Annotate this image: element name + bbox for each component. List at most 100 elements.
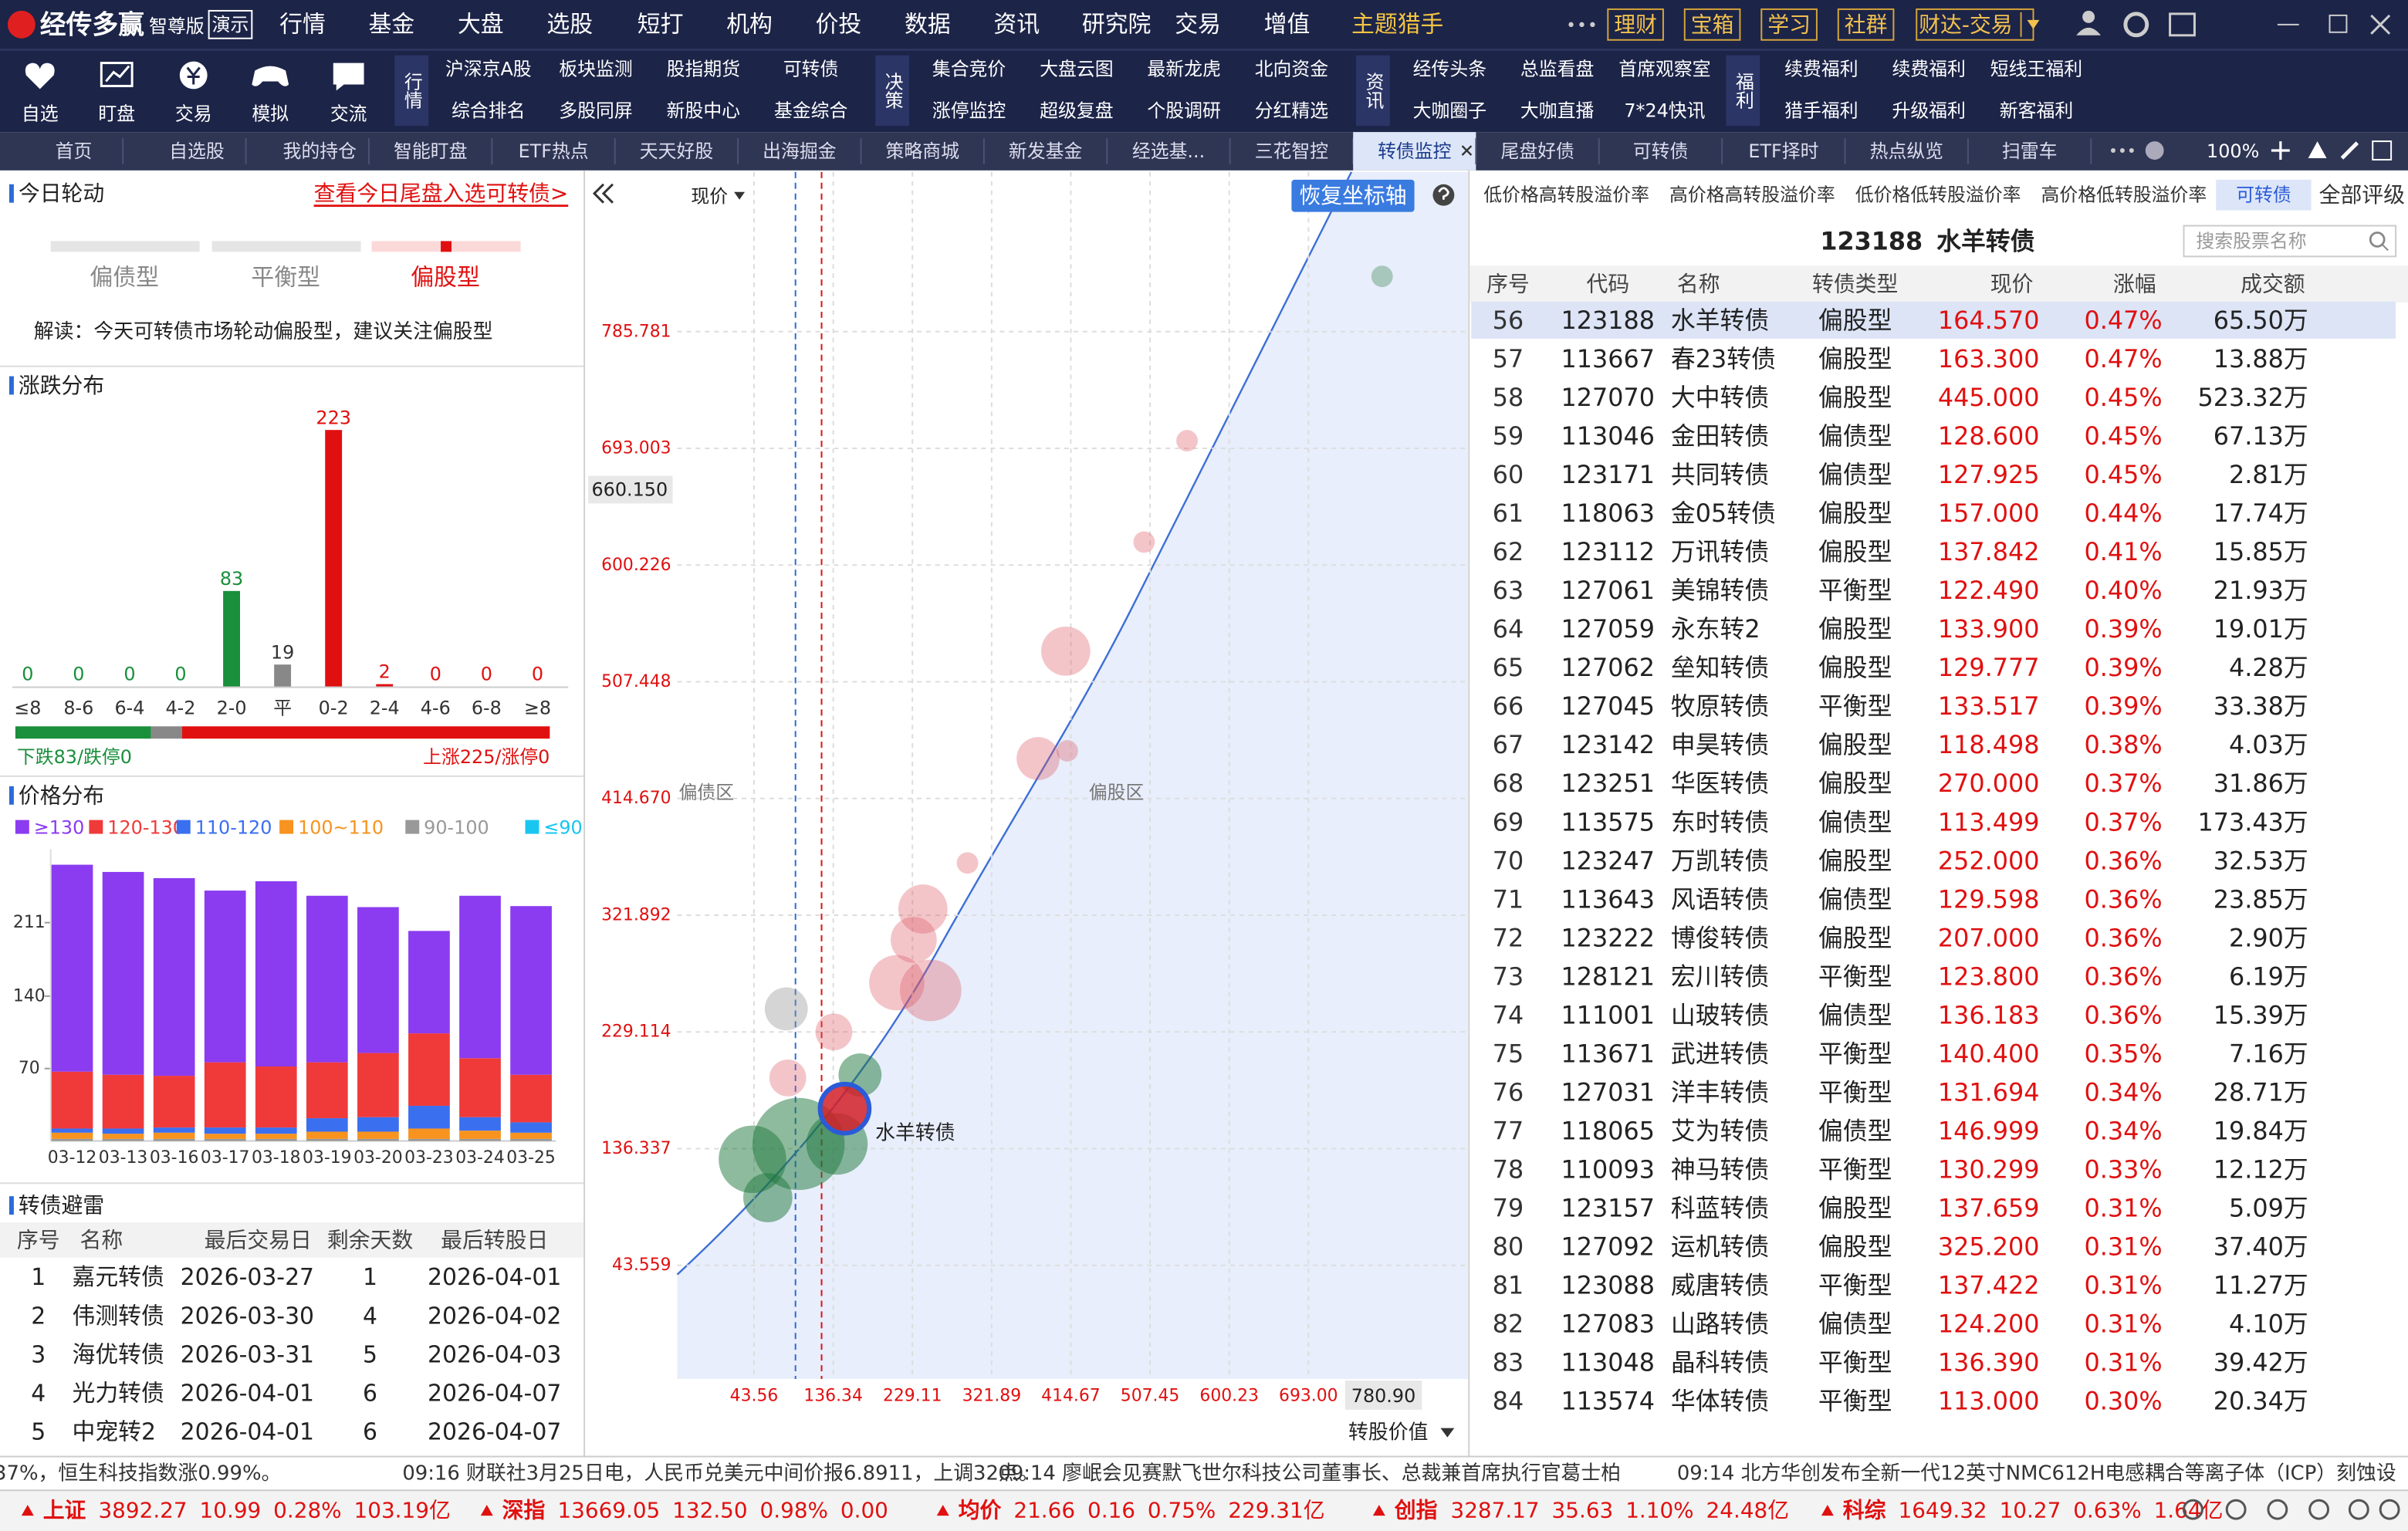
table-cell[interactable]: 博俊转债 — [1671, 923, 1769, 952]
menu-item[interactable]: 机构 — [726, 11, 773, 38]
bubble[interactable] — [891, 917, 937, 963]
tab[interactable]: 转债监控 — [1378, 140, 1451, 162]
toolbar-button[interactable]: 交流 — [330, 103, 367, 124]
table-cell[interactable]: 晶科转债 — [1671, 1348, 1769, 1377]
table-cell[interactable]: 神马转债 — [1671, 1155, 1769, 1185]
filter-tab[interactable]: 低价格高转股溢价率 — [1483, 184, 1649, 206]
tab[interactable]: 新发基金 — [1009, 140, 1083, 162]
menu-item[interactable]: 大盘 — [458, 11, 504, 38]
collapse-icon[interactable] — [592, 183, 614, 204]
menu-item[interactable]: 短打 — [638, 11, 684, 38]
toolbar-link[interactable]: 综合排名 — [452, 100, 525, 121]
table-cell[interactable]: 洋丰转债 — [1671, 1077, 1769, 1107]
toolbar-link[interactable]: 超级复盘 — [1040, 100, 1113, 121]
bubble[interactable] — [899, 959, 962, 1022]
toolbar-link[interactable]: 续费福利 — [1784, 59, 1858, 80]
toolbar-link[interactable]: 总监看盘 — [1520, 59, 1594, 80]
toolbar-link[interactable]: 基金综合 — [774, 100, 848, 121]
tab[interactable]: 经选基... — [1132, 140, 1205, 162]
table-cell[interactable]: 金05转债 — [1671, 499, 1776, 528]
menu-item[interactable]: 选股 — [546, 11, 593, 38]
menu-item[interactable]: 资讯 — [993, 11, 1040, 38]
toolbar-link[interactable]: 分红精选 — [1255, 100, 1329, 121]
table-cell[interactable]: 艾为转债 — [1671, 1116, 1769, 1145]
menu-item[interactable]: 增值 — [1264, 11, 1311, 38]
rotation-link[interactable]: 查看今日尾盘入选可转债> — [314, 181, 569, 206]
toolbar-link[interactable]: 涨停监控 — [932, 100, 1006, 121]
bubble[interactable] — [1371, 265, 1393, 288]
tab[interactable]: 热点纵览 — [1870, 140, 1943, 162]
table-cell[interactable]: 万凯转债 — [1671, 846, 1769, 875]
filter-tab[interactable]: 全部评级 — [2319, 182, 2405, 208]
status-icon[interactable] — [2225, 1499, 2247, 1520]
table-header-cell[interactable]: 涨幅 — [2113, 272, 2156, 297]
status-icon[interactable] — [2308, 1499, 2330, 1520]
table-cell[interactable]: 科蓝转债 — [1671, 1194, 1769, 1223]
news-item[interactable]: 09:14 廖岷会见赛默飞世尔科技公司董事长、总裁兼首席执行官葛士柏 — [998, 1462, 1621, 1485]
news-item[interactable]: 09:14 北方华创发布全新一代12英寸NMC612H电感耦合等离子体（ICP）… — [1677, 1462, 2396, 1485]
header-button-label[interactable]: 学习 — [1767, 12, 1811, 37]
header-button-label[interactable]: 社群 — [1845, 12, 1888, 37]
table-cell[interactable]: 宏川转债 — [1671, 962, 1769, 991]
tab-close[interactable] — [1461, 145, 1473, 156]
toolbar-button[interactable]: 交易 — [175, 103, 212, 124]
bubble[interactable] — [1176, 430, 1198, 452]
header-button-label[interactable]: 财达-交易 — [1919, 12, 2012, 37]
toolbar-link[interactable]: 大咖圈子 — [1413, 100, 1486, 121]
table-cell[interactable]: 万讯转债 — [1671, 537, 1769, 566]
menu-item[interactable]: 价投 — [816, 11, 862, 38]
zoom-in[interactable] — [2271, 141, 2290, 160]
table-header-cell[interactable]: 名称 — [1677, 272, 1720, 297]
table-cell[interactable]: 武进转债 — [1671, 1039, 1769, 1068]
table-cell[interactable]: 春23转债 — [1671, 344, 1776, 373]
toolbar-link[interactable]: 新股中心 — [667, 100, 741, 121]
table-cell[interactable]: 申昊转债 — [1671, 730, 1769, 759]
table-cell[interactable]: 水羊转债 — [1671, 306, 1769, 335]
status-icon[interactable] — [2348, 1499, 2369, 1520]
x-axis-label[interactable]: 转股价值 — [1348, 1421, 1428, 1445]
toolbar-button[interactable]: 盯盘 — [98, 103, 135, 124]
menu-item[interactable]: 交易 — [1175, 11, 1221, 38]
tab[interactable]: 策略商城 — [886, 140, 960, 162]
bubble[interactable] — [1016, 737, 1060, 780]
tab[interactable]: 三花智控 — [1255, 140, 1328, 162]
toolbar-link[interactable]: 板块监测 — [559, 59, 632, 80]
filter-tab[interactable]: 低价格低转股溢价率 — [1855, 184, 2021, 206]
toolbar-link[interactable]: 集合竞价 — [932, 59, 1006, 80]
tab[interactable]: ETF择时 — [1748, 140, 1818, 162]
zoom-out[interactable] — [2145, 141, 2164, 160]
toolbar-link[interactable]: 多股同屏 — [559, 100, 632, 121]
table-cell[interactable]: 永东转2 — [1671, 614, 1760, 644]
bubble[interactable] — [815, 1013, 853, 1051]
menu-item[interactable]: 数据 — [905, 11, 951, 38]
toolbar-link[interactable]: 北向资金 — [1255, 59, 1329, 80]
help-icon[interactable] — [1432, 184, 1455, 206]
table-cell[interactable]: 大中转债 — [1671, 383, 1769, 412]
table-cell[interactable]: 威唐转债 — [1671, 1271, 1769, 1300]
tab[interactable]: 我的持仓 — [283, 140, 357, 162]
news-item[interactable]: 09:16 财联社3月25日电，人民币兑美元中间价报6.8911，上调32点。 — [402, 1462, 1038, 1485]
toolbar-link[interactable]: 猎手福利 — [1784, 100, 1858, 121]
menu-item[interactable]: 基金 — [369, 11, 415, 38]
toolbar-button[interactable]: 自选 — [22, 103, 59, 124]
toolbar-link[interactable]: 新客福利 — [2000, 100, 2073, 121]
toolbar-link[interactable]: 个股调研 — [1147, 100, 1220, 121]
bubble[interactable] — [743, 1173, 793, 1222]
tab[interactable]: ETF热点 — [519, 140, 589, 162]
bubble[interactable] — [1133, 531, 1155, 553]
toolbar-link[interactable]: 股指期货 — [667, 59, 740, 80]
news-item[interactable]: 37%，恒生科技指数涨0.99%。 — [0, 1462, 281, 1485]
table-cell[interactable]: 美锦转债 — [1671, 576, 1769, 605]
table-cell[interactable]: 金田转债 — [1671, 421, 1769, 451]
toolbar-link[interactable]: 经传头条 — [1413, 59, 1486, 80]
table-header-cell[interactable]: 代码 — [1586, 272, 1629, 297]
highlight-bubble[interactable] — [817, 1081, 872, 1136]
toolbar-link[interactable]: 沪深京A股 — [445, 59, 532, 80]
toolbar-link[interactable]: 首席观察室 — [1618, 59, 1710, 80]
toolbar-link[interactable]: 续费福利 — [1892, 59, 1965, 80]
header-button-label[interactable]: 理财 — [1614, 12, 1657, 37]
table-cell[interactable]: 华体转债 — [1671, 1387, 1769, 1416]
toolbar-link[interactable]: 7*24快讯 — [1624, 100, 1705, 121]
toolbar-link[interactable]: 大咖直播 — [1520, 100, 1595, 121]
table-cell[interactable]: 风语转债 — [1671, 884, 1769, 914]
